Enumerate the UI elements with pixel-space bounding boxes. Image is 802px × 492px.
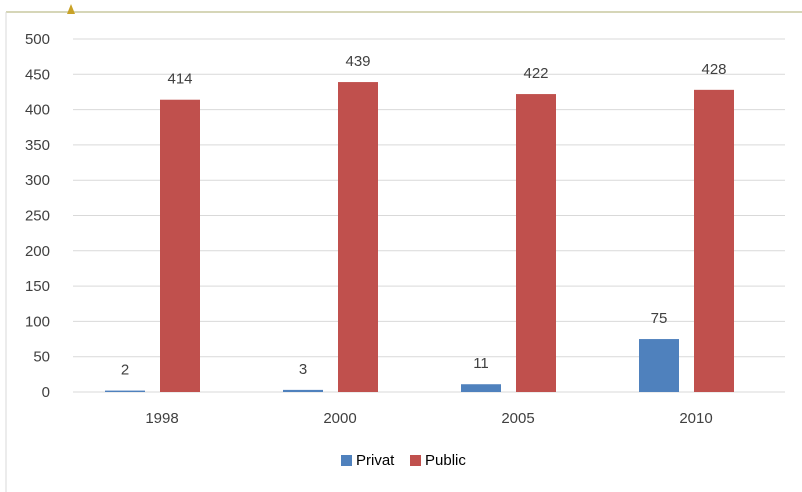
resize-handle-icon[interactable]	[67, 4, 75, 14]
y-tick-label: 150	[25, 278, 50, 295]
x-tick-label: 2000	[323, 410, 356, 427]
y-tick-label: 500	[25, 31, 50, 48]
data-label: 11	[473, 355, 489, 372]
bars	[105, 82, 734, 393]
y-tick-label: 300	[25, 172, 50, 189]
legend-label-public: Public	[425, 452, 466, 469]
y-tick-label: 200	[25, 243, 50, 260]
data-label: 439	[345, 53, 370, 70]
data-labels: 2 3 11 75 414 439 422 428	[121, 53, 727, 379]
legend-swatch-privat	[341, 455, 352, 466]
y-tick-label: 350	[25, 137, 50, 154]
bar-privat-1998	[105, 390, 145, 392]
y-axis-tick-labels: 0 50 100 150 200 250 300 350 400 450 500	[25, 31, 50, 401]
y-tick-label: 0	[42, 384, 50, 401]
y-tick-label: 50	[33, 349, 50, 366]
bar-privat-2005	[461, 384, 501, 392]
bar-public-2005	[516, 94, 556, 393]
y-tick-label: 100	[25, 313, 50, 330]
x-tick-label: 1998	[145, 410, 178, 427]
legend-label-privat: Privat	[356, 452, 395, 469]
x-tick-label: 2010	[679, 410, 712, 427]
data-label: 414	[167, 71, 192, 88]
y-tick-label: 250	[25, 208, 50, 225]
legend: Privat Public	[341, 452, 466, 469]
bar-public-2010	[694, 89, 734, 392]
bar-privat-2010	[639, 339, 679, 392]
bar-public-2000	[338, 82, 378, 392]
x-axis-tick-labels: 1998 2000 2005 2010	[145, 410, 712, 427]
data-label: 2	[121, 362, 129, 379]
x-tick-label: 2005	[501, 410, 534, 427]
y-tick-label: 450	[25, 66, 50, 83]
data-label: 3	[299, 361, 307, 378]
y-tick-label: 400	[25, 102, 50, 119]
data-label: 422	[523, 65, 548, 82]
data-label: 75	[651, 310, 668, 327]
bar-privat-2000	[283, 389, 323, 392]
data-label: 428	[701, 61, 726, 78]
bar-public-1998	[160, 99, 200, 392]
legend-swatch-public	[410, 455, 421, 466]
frame-layer	[5, 4, 802, 492]
